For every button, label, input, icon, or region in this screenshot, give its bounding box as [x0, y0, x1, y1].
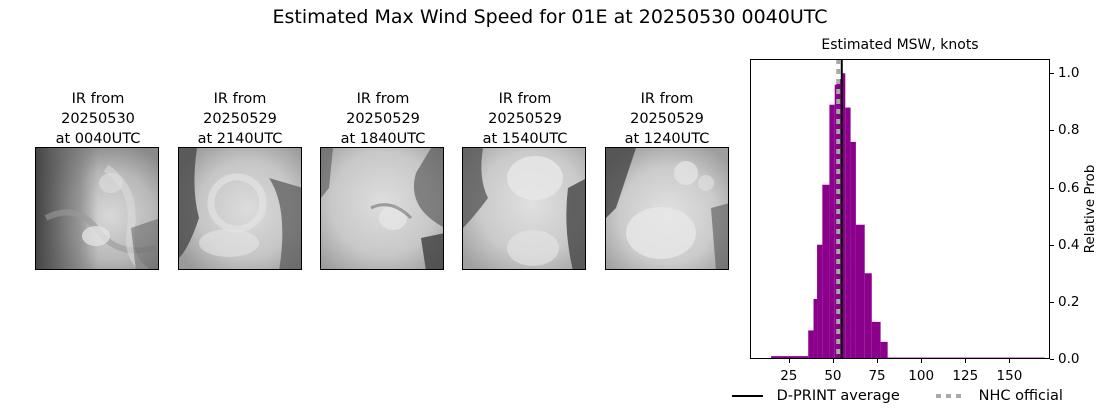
y-tick-label: 0.2 — [1058, 293, 1080, 310]
solid-line-icon — [732, 395, 763, 397]
ir-satellite-image-1 — [35, 147, 159, 270]
x-tick-label: 100 — [908, 368, 935, 384]
x-tick-mark — [788, 359, 790, 363]
histogram-bar — [871, 321, 881, 359]
thumb-title-line: at 0040UTC — [55, 131, 141, 147]
thumb-title-line: IR from — [498, 91, 552, 107]
histogram-bar — [808, 330, 814, 359]
y-tick-label: 0.8 — [1058, 122, 1080, 139]
legend-item-dprint: D-PRINT average — [732, 386, 900, 406]
x-tick-mark — [921, 359, 923, 363]
thumb-title-line: 20250529 — [488, 111, 562, 127]
ir-satellite-image-5 — [605, 147, 729, 270]
y-tick-mark — [1050, 301, 1054, 303]
histogram-bar — [829, 104, 835, 359]
x-tick-mark — [1009, 359, 1011, 363]
thumbnail-title-3: IR from 20250529 at 1840UTC — [303, 89, 463, 149]
x-tick-mark — [832, 359, 834, 363]
histogram-bar — [850, 141, 856, 359]
thumbnail-title-1: IR from 20250530 at 0040UTC — [18, 89, 178, 149]
dotted-line-icon — [936, 394, 966, 398]
thumb-title-line: at 1840UTC — [340, 131, 426, 147]
y-tick-label: 1.0 — [1058, 65, 1080, 82]
histogram-bar — [841, 73, 846, 360]
histogram-bar — [817, 244, 823, 359]
thumb-title-line: at 1540UTC — [482, 131, 568, 147]
histogram-bar — [864, 273, 872, 359]
x-tick-label: 125 — [952, 368, 979, 384]
x-tick-mark — [965, 359, 967, 363]
x-tick-label: 50 — [824, 368, 842, 384]
x-tick-label: 25 — [780, 368, 798, 384]
y-tick-mark — [1050, 244, 1054, 246]
histogram-bar — [771, 356, 809, 359]
thumb-title-line: 20250529 — [203, 111, 277, 127]
y-tick-mark — [1050, 359, 1054, 360]
histogram-bar — [845, 107, 851, 359]
legend-label-dprint: D-PRINT average — [776, 388, 900, 404]
thumbnail-title-2: IR from 20250529 at 2140UTC — [160, 89, 320, 149]
y-tick-label: 0.6 — [1058, 179, 1080, 196]
y-tick-label: 0.0 — [1058, 351, 1080, 367]
legend-item-nhc: NHC official — [934, 386, 1063, 406]
ir-satellite-image-3 — [320, 147, 444, 270]
figure-title: Estimated Max Wind Speed for 01E at 2025… — [272, 6, 828, 28]
y-axis-label: Relative Prob — [1082, 164, 1098, 254]
y-tick-label: 0.4 — [1058, 236, 1080, 253]
histogram-bar — [834, 84, 837, 359]
thumb-title-line: 20250529 — [346, 111, 420, 127]
ir-satellite-image-2 — [178, 147, 302, 270]
x-tick-mark — [877, 359, 879, 363]
histogram-bar — [880, 341, 888, 359]
thumb-title-line: IR from — [71, 91, 125, 107]
thumbnail-title-4: IR from 20250529 at 1540UTC — [445, 89, 605, 149]
y-tick-mark — [1050, 73, 1054, 75]
thumb-title-line: 20250530 — [61, 111, 135, 127]
histogram-bar — [855, 224, 865, 359]
histogram-svg — [750, 59, 1050, 360]
y-tick-mark — [1050, 187, 1054, 189]
histogram-bar — [822, 184, 830, 359]
histogram-plot-area — [750, 59, 1050, 360]
thumbnail-title-5: IR from 20250529 at 1240UTC — [587, 89, 747, 149]
thumb-title-line: at 1240UTC — [624, 131, 710, 147]
thumb-title-line: at 2140UTC — [197, 131, 283, 147]
histogram-title: Estimated MSW, knots — [821, 37, 979, 53]
legend-label-nhc: NHC official — [978, 388, 1063, 404]
thumb-title-line: 20250529 — [630, 111, 704, 127]
y-tick-mark — [1050, 130, 1054, 132]
thumb-title-line: IR from — [640, 91, 694, 107]
x-tick-label: 150 — [996, 368, 1023, 384]
x-tick-label: 75 — [868, 368, 886, 384]
thumb-title-line: IR from — [356, 91, 410, 107]
ir-satellite-image-4 — [462, 147, 586, 270]
histogram-bar — [813, 299, 818, 359]
thumb-title-line: IR from — [213, 91, 267, 107]
